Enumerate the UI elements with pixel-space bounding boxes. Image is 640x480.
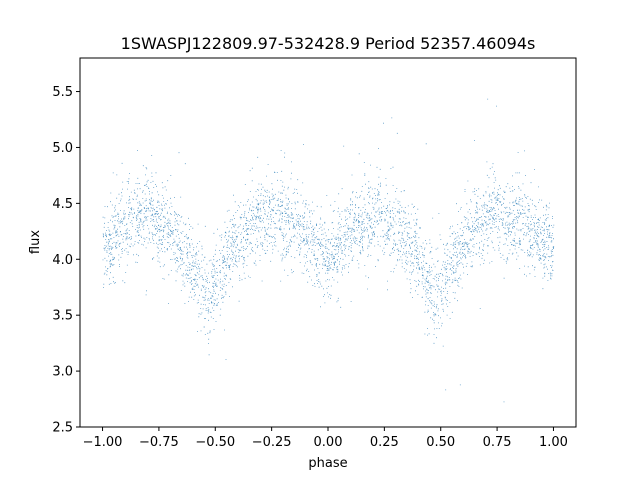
y-axis: 2.5 3.0 3.5 4.0 4.5 5.0 5.5 (52, 85, 80, 436)
x-tick-label: −0.75 (139, 435, 179, 450)
x-tick-label: 0.25 (370, 435, 399, 450)
chart-title: 1SWASPJ122809.97-532428.9 Period 52357.4… (121, 34, 536, 53)
y-tick-label: 2.5 (52, 421, 73, 436)
y-tick-label: 5.0 (52, 141, 73, 156)
y-tick-label: 4.0 (52, 253, 73, 268)
x-tick-label: 1.00 (539, 435, 568, 450)
x-axis: −1.00 −0.75 −0.50 −0.25 0.00 0.25 0.50 0.75 1.00 (83, 427, 568, 450)
x-tick-label: 0.00 (314, 435, 343, 450)
y-tick-label: 4.5 (52, 197, 73, 212)
y-tick-label: 3.0 (52, 365, 73, 380)
y-tick-label: 5.5 (52, 85, 73, 100)
x-tick-label: 0.75 (483, 435, 512, 450)
x-tick-label: −1.00 (83, 435, 123, 450)
x-tick-label: −0.50 (195, 435, 235, 450)
x-tick-label: 0.50 (426, 435, 455, 450)
x-axis-label: phase (308, 456, 347, 471)
y-axis-label: flux (28, 230, 43, 254)
y-tick-label: 3.5 (52, 309, 73, 324)
x-tick-label: −0.25 (252, 435, 292, 450)
